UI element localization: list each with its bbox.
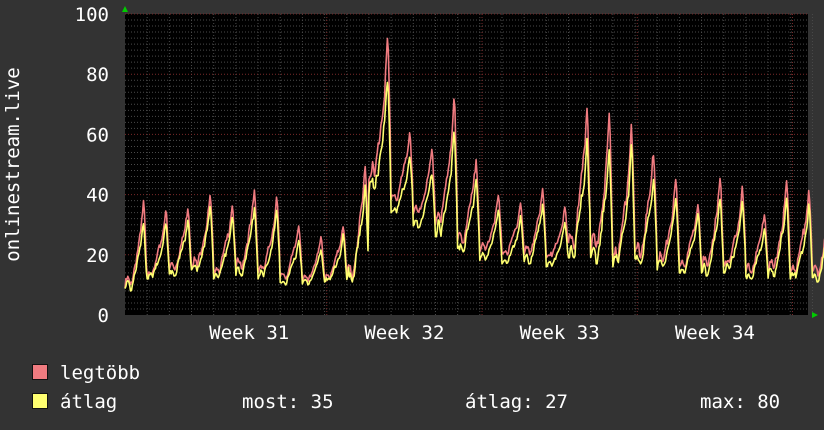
stat-max: max: 80 bbox=[700, 391, 781, 413]
legend-item-avg: átlag bbox=[32, 391, 117, 413]
legend-label-max: legtöbb bbox=[60, 362, 141, 384]
y-tick-label: 0 bbox=[98, 305, 109, 327]
series-line-max bbox=[124, 37, 824, 288]
series-line-avg bbox=[124, 81, 824, 292]
stat-now: most: 35 bbox=[242, 391, 334, 413]
x-tick-label: Week 33 bbox=[520, 322, 600, 344]
stat-average: átlag: 27 bbox=[465, 391, 568, 413]
legend-swatch-avg bbox=[32, 393, 48, 409]
y-tick-label: 40 bbox=[86, 185, 109, 207]
legend-swatch-max bbox=[32, 364, 48, 380]
y-tick-label: 20 bbox=[86, 245, 109, 267]
x-tick-label: Week 31 bbox=[209, 322, 289, 344]
line-chart: 0 20 40 60 80 100 Week 31 Week 32 Week 33 Week 34… bbox=[2, 4, 824, 344]
x-tick-label: Week 34 bbox=[675, 322, 755, 344]
y-axis-arrow bbox=[122, 6, 128, 12]
y-axis-label: onlinestream.live bbox=[2, 67, 24, 261]
y-tick-label: 80 bbox=[86, 64, 109, 86]
x-tick-label: Week 32 bbox=[364, 322, 444, 344]
y-tick-label: 100 bbox=[75, 4, 109, 26]
y-tick-label: 60 bbox=[86, 124, 109, 146]
legend-label-avg: átlag bbox=[60, 391, 118, 413]
legend-item-max: legtöbb bbox=[32, 362, 140, 384]
plot-area bbox=[125, 14, 808, 315]
x-axis-arrow bbox=[812, 312, 818, 318]
